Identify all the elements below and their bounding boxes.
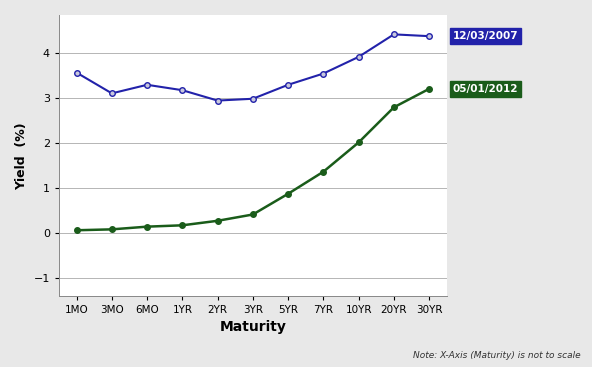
Text: Note: X-Axis (Maturity) is not to scale: Note: X-Axis (Maturity) is not to scale [413,350,580,360]
Text: 12/03/2007: 12/03/2007 [453,31,519,41]
Text: 05/01/2012: 05/01/2012 [453,84,518,94]
X-axis label: Maturity: Maturity [220,320,287,334]
Y-axis label: Yield  (%): Yield (%) [15,122,28,189]
